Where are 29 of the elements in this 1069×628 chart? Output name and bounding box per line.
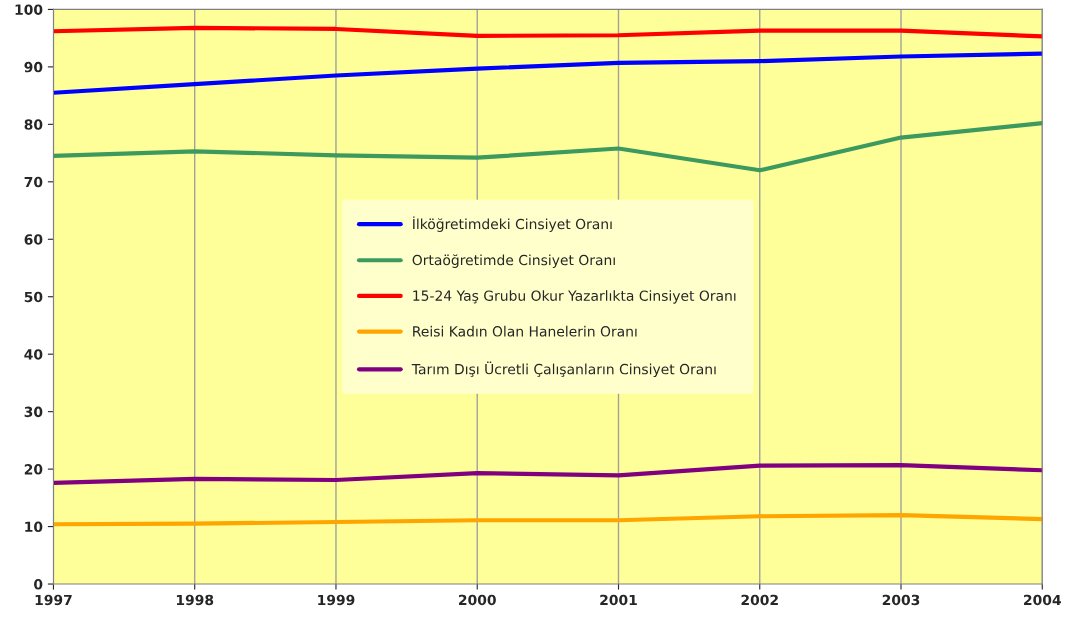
legend-label: Ortaöğretimde Cinsiyet Oranı: [412, 254, 615, 268]
y-tick-label: 90: [24, 61, 43, 73]
legend-label: İlköğretimdeki Cinsiyet Oranı: [413, 216, 612, 232]
x-tick-label: 1997: [35, 594, 72, 606]
x-tick-label: 2000: [459, 594, 496, 606]
y-tick-label: 100: [15, 4, 43, 15]
line-series: [53, 51, 1043, 95]
line-series: [53, 463, 1043, 485]
y-tick-label: 10: [25, 521, 43, 533]
y-tick-label: 60: [24, 234, 43, 245]
line-series: [53, 121, 1043, 173]
legend-label: 15-24 Yaş Grubu Okur Yazarlıkta Cinsiyet Oranı: [413, 290, 736, 304]
legend-label: Tarım Dışı Ücretli Çalışanların Cinsiyet Oranı: [411, 361, 716, 378]
y-tick-label: 80: [24, 119, 43, 130]
x-tick-label: 2004: [1024, 594, 1061, 606]
y-tick-label: 20: [24, 464, 43, 475]
x-tick-label: 2003: [882, 594, 920, 606]
y-tick-label: 70: [24, 176, 43, 188]
legend-label: Reisi Kadın Olan Hanelerin Oranı: [413, 325, 637, 337]
y-tick-label: 50: [24, 291, 43, 303]
y-tick-label: 40: [24, 349, 43, 360]
x-tick-label: 2001: [600, 594, 637, 606]
x-tick-label: 1999: [318, 594, 355, 606]
x-tick-label: 1998: [176, 594, 214, 606]
y-tick-label: 0: [34, 579, 43, 590]
x-tick-label: 2002: [741, 594, 778, 606]
line-series: [53, 25, 1043, 39]
y-tick-label: 30: [24, 406, 43, 418]
line-series: [53, 513, 1043, 527]
